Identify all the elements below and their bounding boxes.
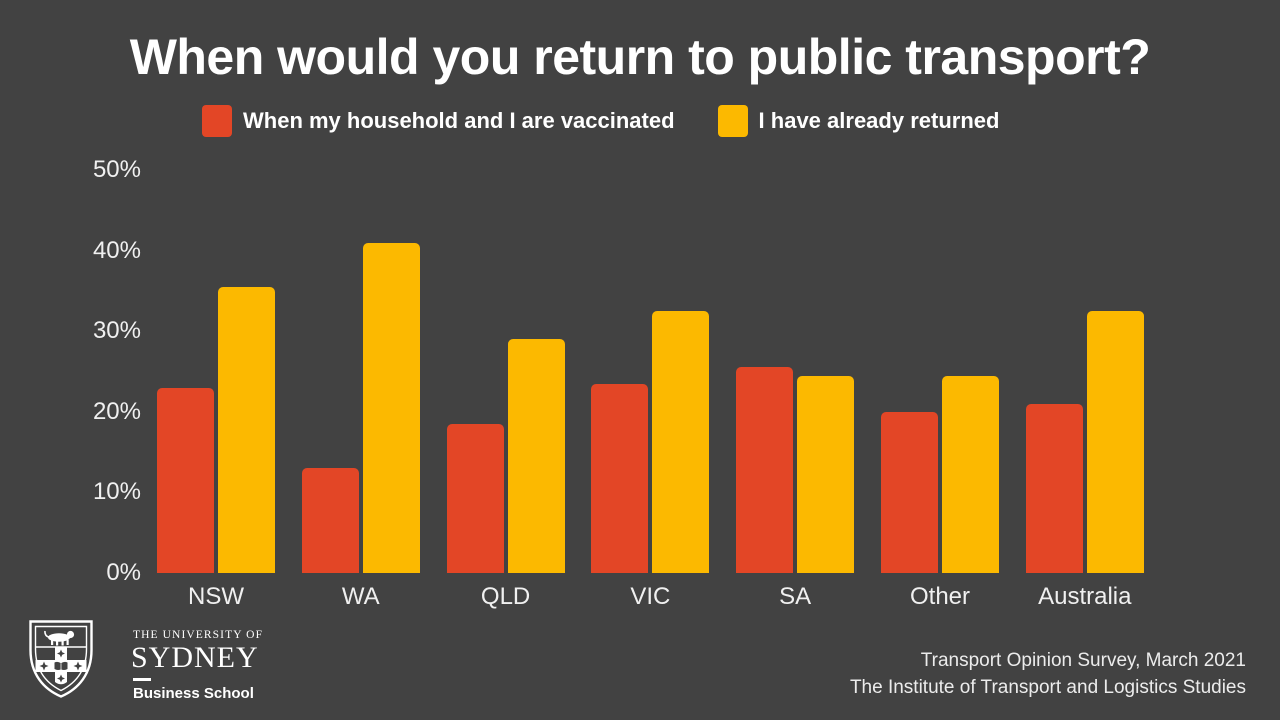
sydney-shield-icon (29, 620, 93, 698)
bar-wa-returned (362, 242, 420, 573)
legend-label-returned: I have already returned (758, 108, 1000, 133)
bar-nsw-returned (218, 286, 275, 573)
bar-australia-returned (1086, 311, 1144, 573)
bar-qld-returned (507, 339, 565, 573)
bar-sa-returned (797, 375, 855, 573)
y-axis-tick-50%: 50% (92, 156, 141, 183)
bar-other-returned (942, 375, 999, 573)
bar-vic-returned (652, 311, 710, 573)
x-axis-label-australia: Australia (1038, 583, 1132, 610)
chart-title: When would you return to public transpor… (129, 29, 1151, 85)
x-axis-label-qld: QLD (480, 583, 531, 610)
y-axis-tick-20%: 20% (92, 397, 141, 425)
x-axis-label-wa: WA (341, 583, 380, 610)
logo-sydney-text: SYDNEY (131, 641, 259, 674)
x-axis-label-sa: SA (779, 583, 812, 610)
bar-vic-vaccinated (591, 383, 649, 573)
y-axis-tick-10%: 10% (92, 478, 141, 506)
x-axis-label-nsw: NSW (188, 583, 244, 610)
legend-swatch-vaccinated (202, 105, 232, 137)
chart-legend: When my household and I are vaccinated I… (202, 104, 999, 138)
bar-sa-vaccinated (736, 367, 794, 573)
y-axis-tick-40%: 40% (92, 236, 141, 264)
legend-label-vaccinated: When my household and I are vaccinated (243, 108, 675, 133)
logo-business-school-text: Business School (133, 685, 254, 702)
y-axis-tick-0%: 0% (106, 559, 141, 586)
university-of-sydney-logo: THE UNIVERSITY OF SYDNEY Business School (29, 618, 289, 706)
bar-nsw-vaccinated (157, 387, 214, 573)
y-axis-tick-30%: 30% (92, 317, 141, 345)
x-axis-label-other: Other (909, 583, 971, 610)
legend-swatch-returned (717, 105, 748, 137)
logo-divider (133, 678, 151, 681)
logo-university-of-text: THE UNIVERSITY OF (133, 629, 264, 641)
bar-qld-vaccinated (446, 423, 504, 573)
bar-other-vaccinated (881, 411, 938, 573)
bar-wa-vaccinated (301, 468, 359, 573)
attribution-line-1: Transport Opinion Survey, March 2021 (920, 650, 1246, 671)
attribution-line-2: The Institute of Transport and Logistics… (849, 677, 1246, 698)
attribution: Transport Opinion Survey, March 2021 The… (850, 647, 1246, 701)
x-axis-label-vic: VIC (630, 583, 671, 610)
bar-australia-vaccinated (1025, 403, 1083, 573)
